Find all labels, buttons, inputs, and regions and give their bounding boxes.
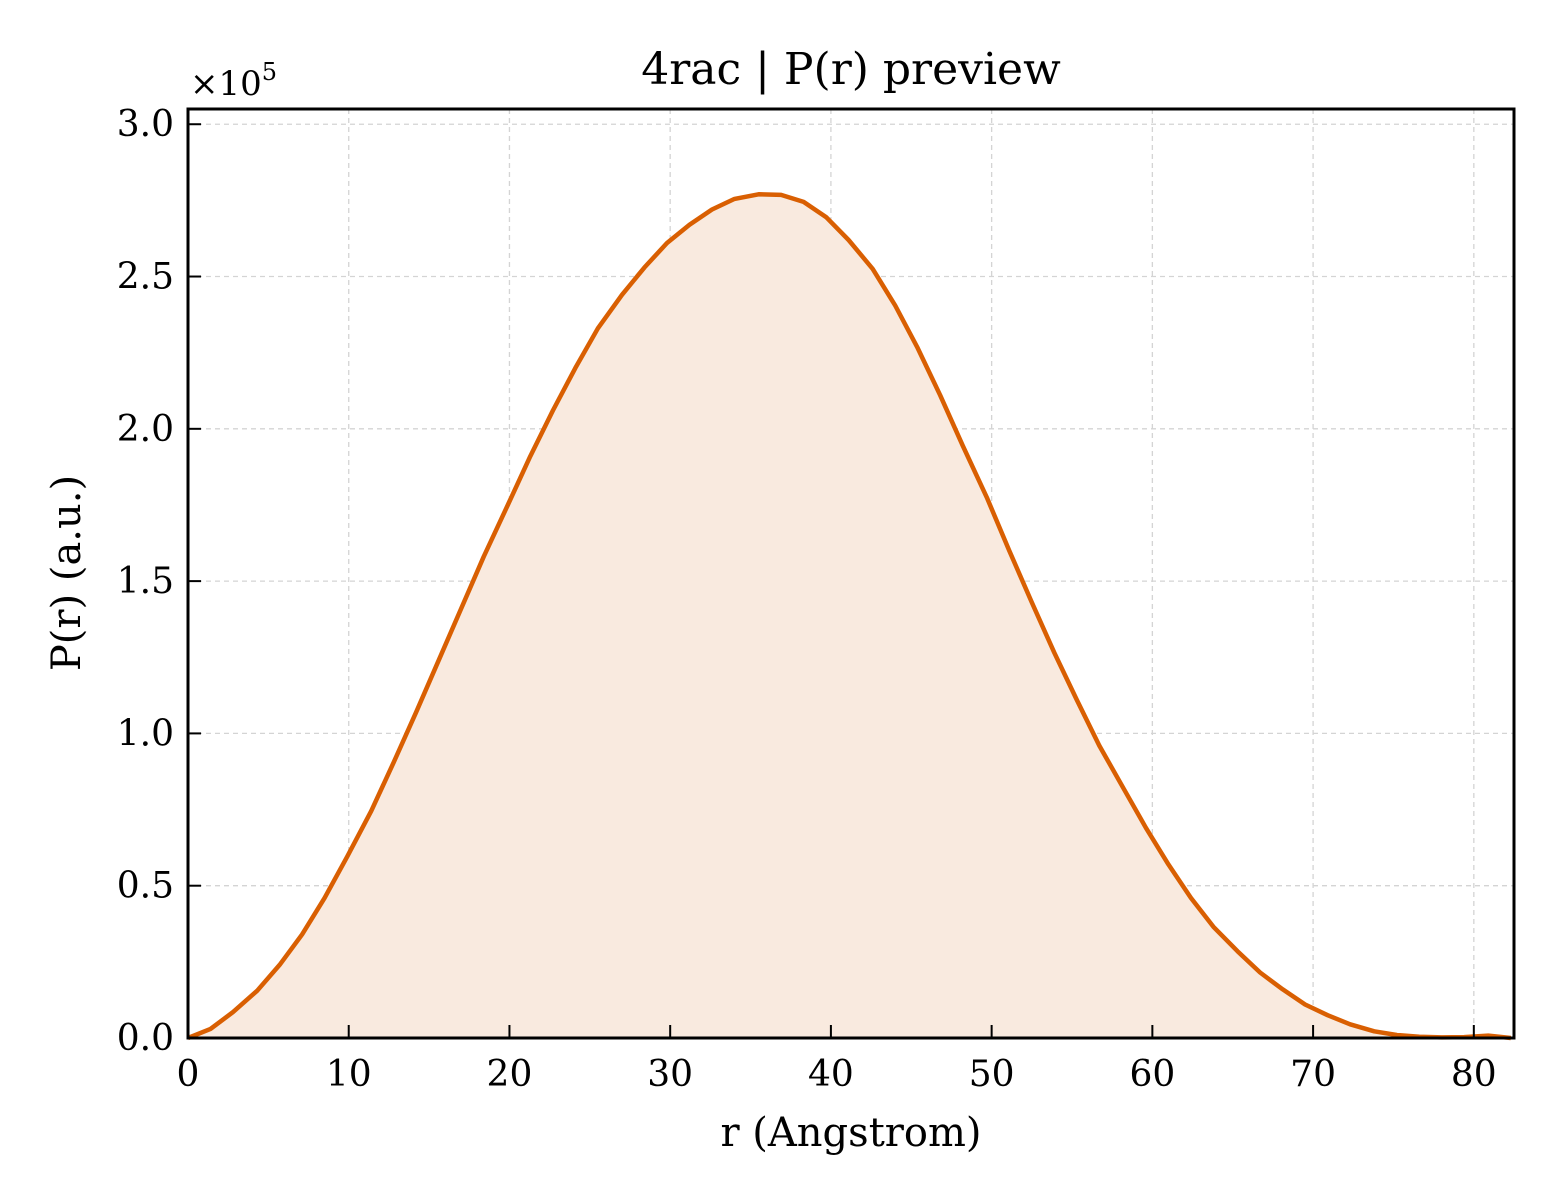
y-tick-label: 1.5: [117, 561, 174, 602]
y-tick-label: 2.5: [117, 257, 174, 298]
x-tick-label: 0: [177, 1054, 200, 1095]
x-tick-label: 40: [808, 1054, 854, 1095]
plot-frame: [186, 107, 1516, 1040]
chart-title: 4rac | P(r) preview: [641, 44, 1061, 95]
x-tick-label: 20: [487, 1054, 533, 1095]
x-tick-label: 10: [326, 1054, 372, 1095]
y-tick-label: 0.0: [117, 1018, 174, 1059]
x-tick-label: 60: [1129, 1054, 1175, 1095]
y-axis-multiplier-base: ×10: [190, 64, 262, 104]
x-tick-label: 50: [969, 1054, 1015, 1095]
x-tick-label: 80: [1451, 1054, 1497, 1095]
x-tick-label: 70: [1290, 1054, 1336, 1095]
y-tick-label: 3.0: [117, 104, 174, 145]
y-tick-label: 1.0: [117, 713, 174, 754]
y-axis-label: P(r) (a.u.): [44, 475, 90, 671]
pr-series-line: [187, 192, 1512, 1041]
x-axis-label: r (Angstrom): [720, 1110, 981, 1156]
y-tick-label: 0.5: [117, 866, 174, 907]
y-tick-label: 2.0: [117, 409, 174, 450]
x-tick-label: 30: [647, 1054, 693, 1095]
y-axis-multiplier-exponent: 5: [262, 58, 277, 86]
ticks-layer: 0 10 20 30 40 50 60 70 80 0.0 0.5 1.0 1.5 2.0 2.5 3.0: [117, 104, 1497, 1095]
y-axis-multiplier: ×105: [190, 58, 277, 104]
pr-area-fill: [188, 194, 1511, 1039]
